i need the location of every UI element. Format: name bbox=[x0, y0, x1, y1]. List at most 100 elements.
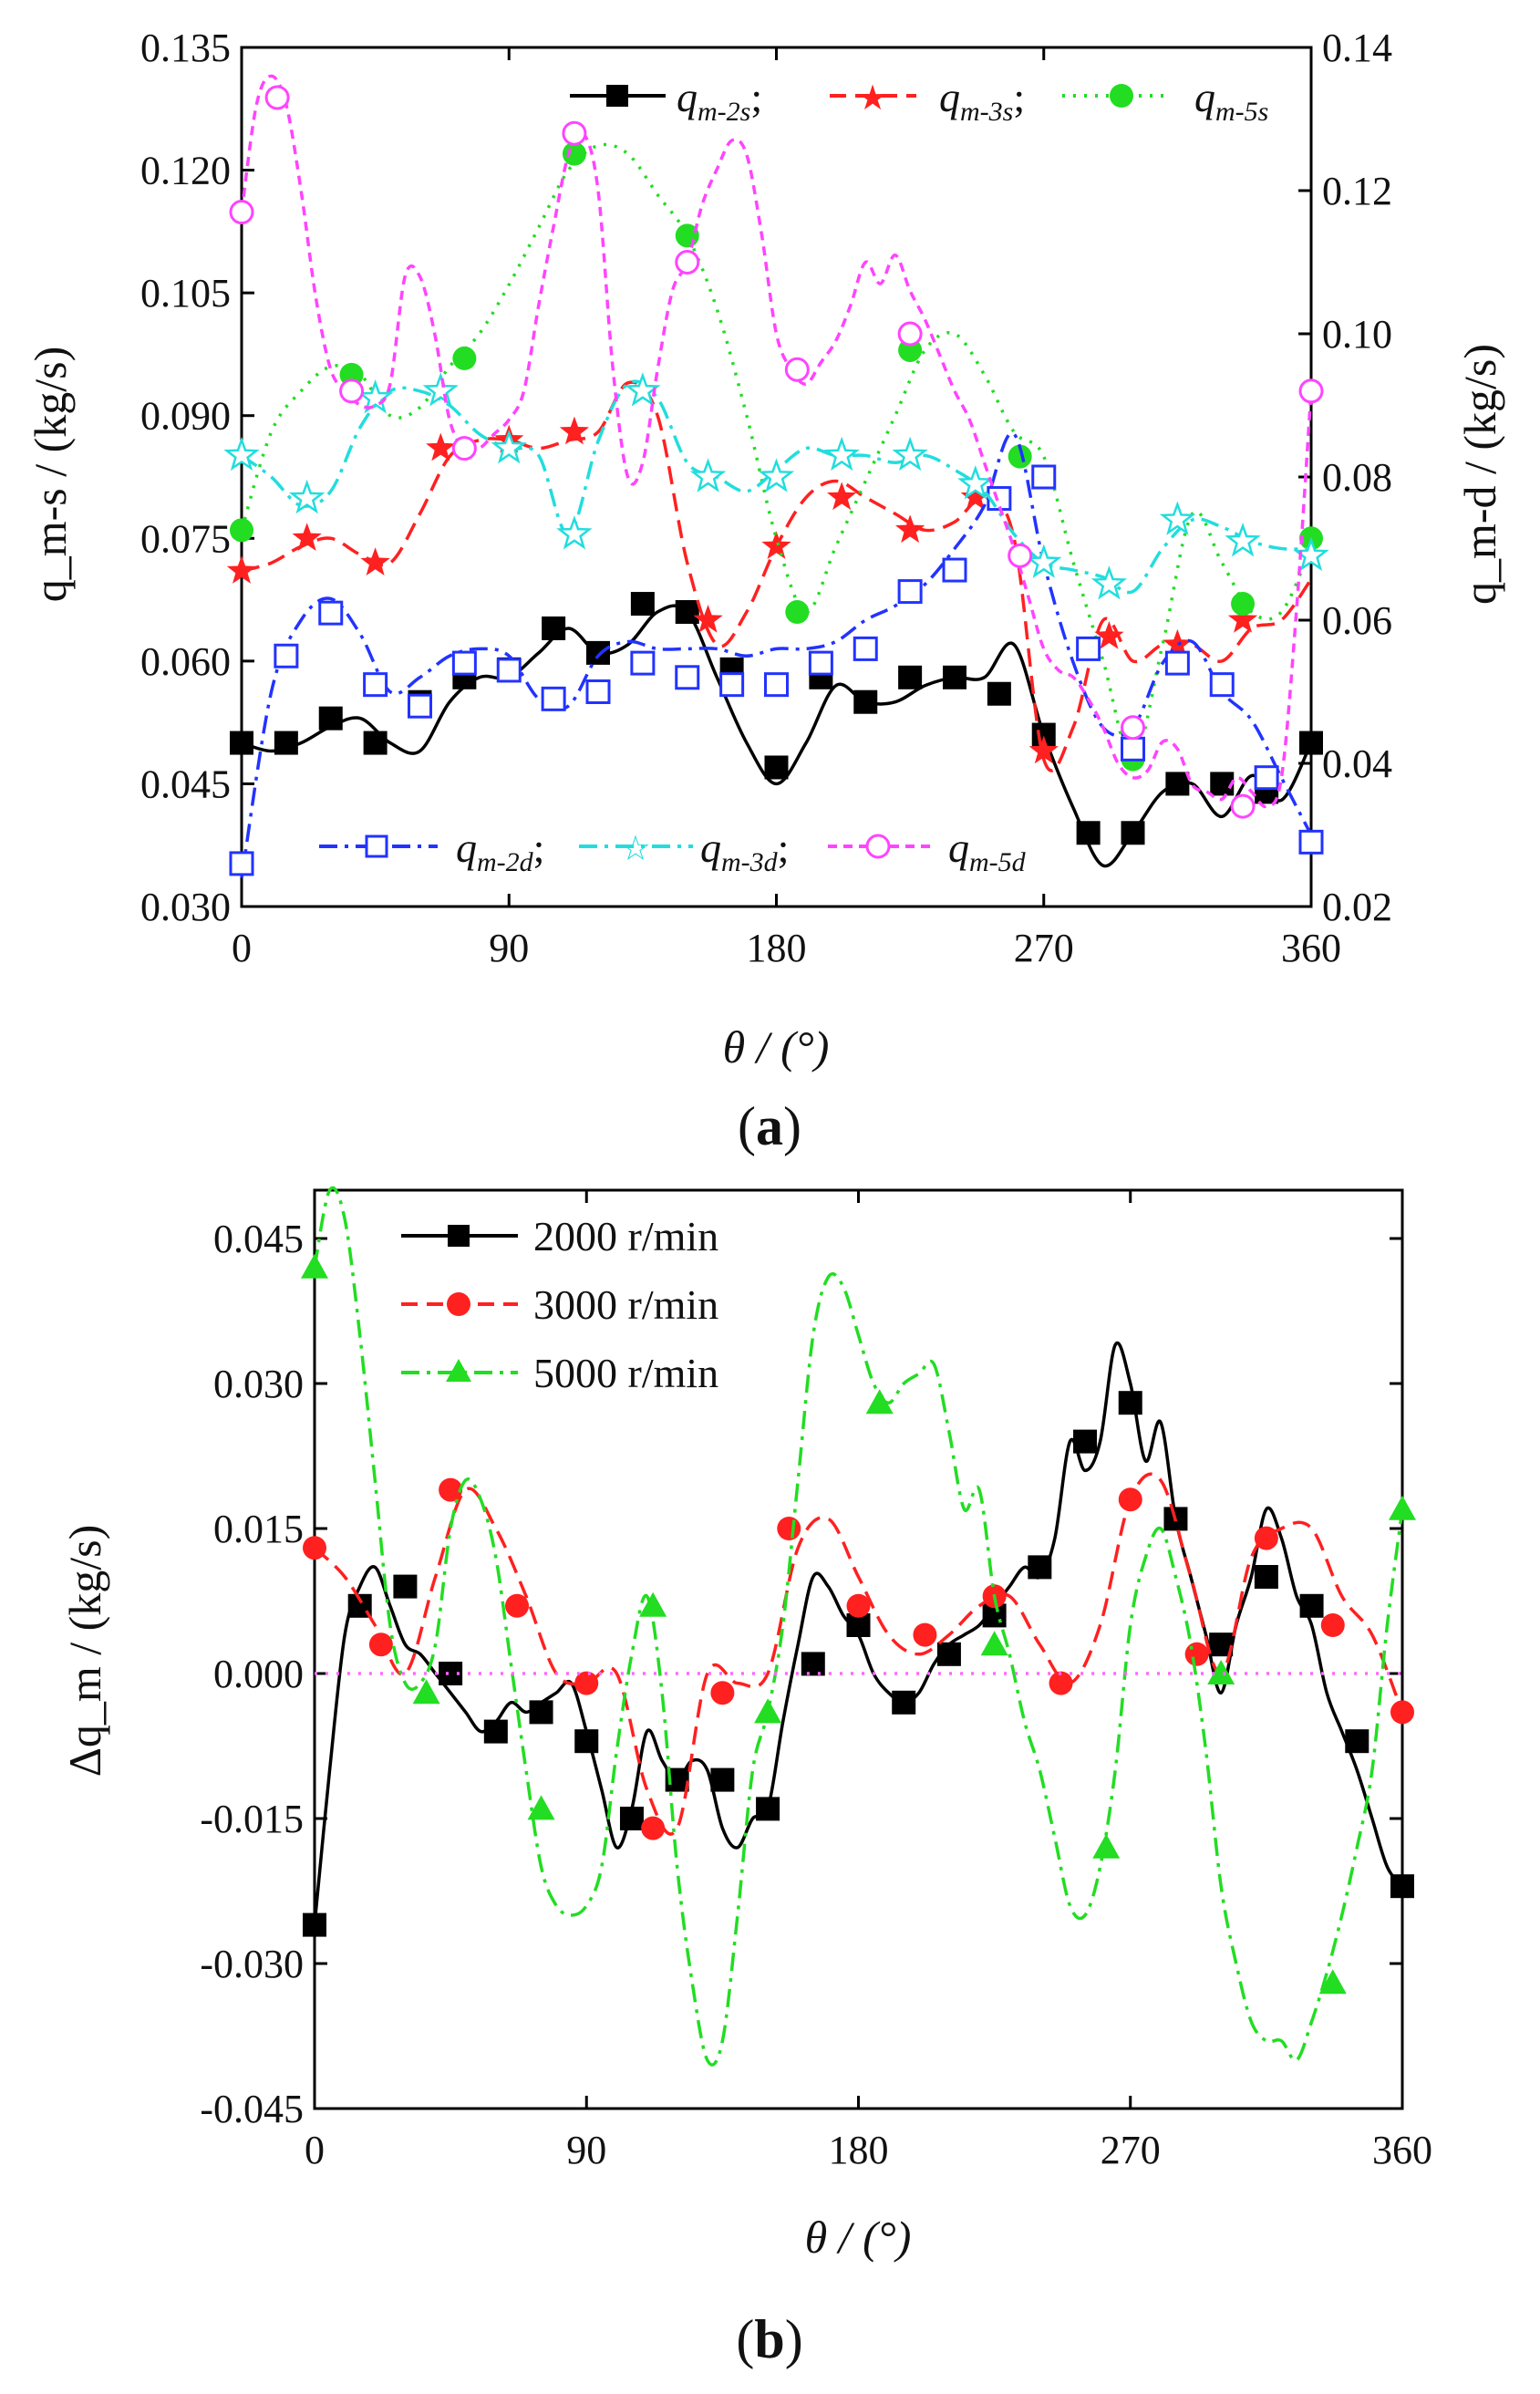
legend-marker-5000 bbox=[446, 1359, 471, 1382]
series-3000-r-min-point bbox=[439, 1477, 463, 1502]
legend-label-q_m-2d: qm-2d; bbox=[456, 824, 544, 877]
chart-a-x-tick: 0 bbox=[232, 926, 252, 970]
series-3000-r-min-point bbox=[1184, 1642, 1209, 1666]
series-q-m-2d-point bbox=[1031, 464, 1057, 490]
series-q-m-5d-point bbox=[897, 321, 923, 347]
series-q-m-2s-point bbox=[764, 755, 789, 780]
series-5000-r-min-point bbox=[754, 1698, 782, 1724]
legend-q: q bbox=[1194, 74, 1215, 120]
series-3000-r-min-line bbox=[313, 1472, 1404, 1836]
chart-a-x-tick: 270 bbox=[1014, 926, 1074, 970]
series-q-m-5d-point bbox=[1008, 543, 1033, 568]
series-q-m-2s-point bbox=[1121, 821, 1145, 845]
chart-a-y-left-tick: 0.090 bbox=[140, 394, 231, 439]
series-2000-r-min-point bbox=[1073, 1429, 1098, 1454]
series-q-m-2s-point bbox=[274, 731, 298, 755]
chart-a-y-left-tick: 0.135 bbox=[140, 26, 231, 70]
legend-marker-q_m-2d bbox=[365, 834, 388, 858]
chart-a-x-axis-title: θ / (°) bbox=[723, 1021, 830, 1073]
series-3000-r-min-point bbox=[1049, 1671, 1073, 1695]
series-q-m-3d-point bbox=[892, 436, 928, 472]
series-5000-r-min-point bbox=[1318, 1969, 1347, 1995]
legend-sep: ; bbox=[533, 824, 545, 871]
series-5000-r-min-point bbox=[1207, 1660, 1235, 1684]
series-q-m-2d-point bbox=[541, 686, 566, 711]
series-3000-r-min-point bbox=[1118, 1487, 1142, 1512]
series-q-m-2d-point bbox=[675, 665, 700, 690]
chart-a-series bbox=[223, 74, 1329, 878]
series-3000-r-min-point bbox=[574, 1671, 599, 1695]
legend-label-q_m-5s: qm-5s bbox=[1194, 74, 1268, 127]
legend-marker-q_m-2s bbox=[606, 85, 628, 107]
series-q-m-2s-point bbox=[1165, 772, 1190, 796]
legend-marker-3000 bbox=[447, 1292, 470, 1316]
series-3000-r-min-point bbox=[641, 1816, 666, 1840]
series-5000-r-min-point bbox=[639, 1591, 667, 1617]
chart-a-y-right-tick: 0.12 bbox=[1322, 169, 1392, 213]
series-2000-r-min-point bbox=[1345, 1729, 1369, 1754]
series-q-m-3d-point bbox=[556, 515, 593, 550]
series-q-m-2d-point bbox=[274, 643, 299, 668]
legend-sub: m-2d bbox=[477, 847, 534, 877]
series-q-m-3s-point bbox=[960, 482, 990, 511]
series-2000-r-min-point bbox=[892, 1690, 916, 1715]
series-q-m-2s-point bbox=[675, 600, 699, 625]
series-q-m-3s-point bbox=[761, 531, 791, 560]
series-2000-r-min-point bbox=[1254, 1565, 1278, 1589]
chart-a-y-left-tick: 0.045 bbox=[140, 762, 231, 806]
series-3000-r-min-point bbox=[1390, 1700, 1414, 1725]
series-5000-r-min-point bbox=[865, 1389, 894, 1415]
legend-label-q_m-5d: qm-5d bbox=[948, 824, 1027, 877]
legend-sep: ; bbox=[778, 824, 790, 871]
panel-label-letter: a bbox=[756, 1096, 783, 1156]
series-q-m-3s-point bbox=[827, 482, 857, 511]
chart-a-y-left-tick: 0.075 bbox=[140, 516, 231, 561]
series-q-m-3s-point bbox=[693, 605, 723, 633]
legend-sub: m-3d bbox=[721, 847, 779, 877]
series-q-m-5s-line bbox=[240, 142, 1313, 762]
series-q-m-2d-point bbox=[808, 650, 833, 676]
series-q-m-3d-point bbox=[1026, 544, 1062, 578]
series-2000-r-min-point bbox=[1299, 1593, 1324, 1618]
chart-b-y-tick: -0.045 bbox=[200, 2087, 304, 2131]
series-5000-r-min-point bbox=[1389, 1495, 1416, 1520]
legend-q: q bbox=[948, 824, 969, 871]
chart-a-y-left-tick: 0.120 bbox=[140, 149, 231, 193]
series-2000-r-min-point bbox=[710, 1767, 735, 1792]
legend-sub: m-5s bbox=[1215, 97, 1268, 127]
legend-sub: m-2s bbox=[698, 97, 750, 127]
chart-b-x-tick: 90 bbox=[566, 2128, 606, 2172]
series-q-m-2d-point bbox=[1209, 672, 1235, 698]
chart-a-legend-bottom: qm-2d; ☆ qm-3d; qm-5d bbox=[319, 824, 1027, 877]
series-q-m-5d-line bbox=[240, 74, 1313, 809]
series-q-m-2d-point bbox=[764, 672, 789, 698]
series-q-m-2d-point bbox=[363, 672, 388, 698]
series-q-m-3d-point bbox=[223, 436, 260, 472]
legend-q: q bbox=[939, 74, 960, 120]
series-q-m-2s-point bbox=[318, 706, 343, 731]
chart-b-y-tick: -0.015 bbox=[200, 1797, 304, 1841]
series-q-m-2s-point bbox=[853, 689, 878, 714]
legend-label-q_m-2s: qm-2s; bbox=[677, 74, 762, 127]
chart-a-y-left-ticks: 0.030 0.045 0.060 0.075 0.090 0.105 0.12… bbox=[140, 26, 231, 929]
legend-star-q_m-3s: ★ bbox=[857, 78, 888, 118]
series-2000-r-min-point bbox=[1028, 1555, 1052, 1580]
series-q-m-5d-point bbox=[784, 357, 810, 382]
panel-label-close: ) bbox=[783, 1096, 801, 1156]
chart-b-plot-frame bbox=[313, 1188, 1404, 2110]
legend-q: q bbox=[700, 824, 721, 871]
chart-a-y-right-tick: 0.04 bbox=[1322, 741, 1392, 786]
chart-a-y-left-tick: 0.060 bbox=[140, 639, 231, 684]
chart-a-y-right-tick: 0.08 bbox=[1322, 455, 1392, 500]
series-q-m-2d-point bbox=[1121, 736, 1145, 762]
series-3000-r-min-point bbox=[303, 1536, 326, 1560]
series-q-m-3d-point bbox=[289, 479, 326, 514]
chart-b-y-tick: 0.030 bbox=[213, 1362, 304, 1406]
series-q-m-5s-point bbox=[562, 141, 586, 166]
legend-label-q_m-3d: qm-3d; bbox=[700, 824, 789, 877]
legend-q: q bbox=[456, 824, 477, 871]
chart-b-y-tick: 0.000 bbox=[213, 1652, 304, 1696]
series-q-m-2s-point bbox=[630, 592, 655, 617]
chart-b-x-tick: 180 bbox=[829, 2128, 889, 2172]
chart-a: 0.030 0.045 0.060 0.075 0.090 0.105 0.12… bbox=[25, 26, 1505, 1156]
